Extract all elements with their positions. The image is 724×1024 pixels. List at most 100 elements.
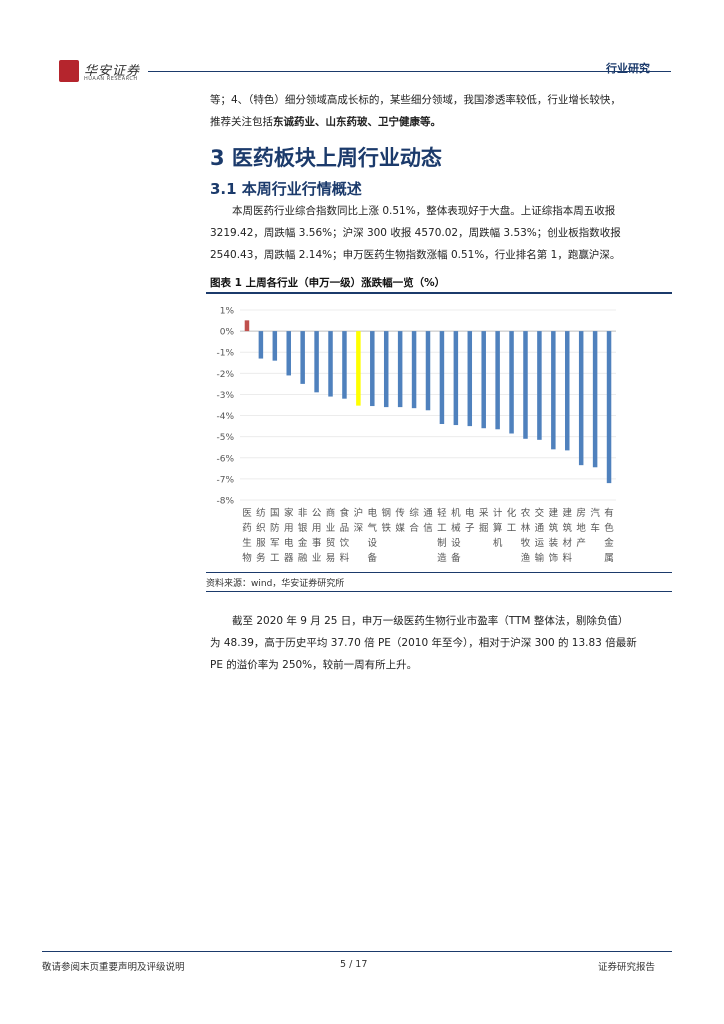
x-tick-label: 器 [284,553,294,564]
figure-source: 资料来源：wind，华安证券研究所 [206,579,345,589]
bar-建筑材料 [565,331,570,451]
x-tick-label: 色 [604,522,614,534]
chart-y-labels: 1% 0% -1% -2% -3% -4% -5% -6% -7% -8% [216,307,234,507]
x-tick-label: 业 [326,523,336,534]
bar-纺织服务 [258,331,264,359]
bar-建筑装饰 [551,331,556,450]
x-tick-label: 家 [284,507,294,519]
x-tick-label: 品 [340,523,350,534]
x-tick-label: 合 [409,522,419,534]
x-tick-label: 通 [535,523,545,534]
x-tick-label: 商 [326,507,336,519]
x-tick-label: 电 [368,507,378,519]
x-tick-label: 工 [270,553,280,564]
x-tick-label: 食 [340,507,350,519]
y-tick-label: -1% [216,349,234,359]
x-tick-label: 地 [576,522,586,534]
y-tick-label: -4% [216,412,234,422]
bar-轻工制造 [439,331,445,424]
x-tick-label: 汽 [590,507,600,519]
x-tick-label: 事 [312,537,322,549]
bar-采掘 [481,331,486,429]
logo-text: 华安证券 [84,64,141,79]
valuation-paragraph: 截至 2020 年 9 月 25 日，申万一级医药生物行业市盈率（TTM 整体法… [210,610,670,676]
x-tick-label: 媒 [395,522,405,534]
x-tick-label: 备 [368,552,378,564]
y-tick-label: -2% [216,370,234,380]
intro-line-2-text: 推荐关注包括 [210,116,273,128]
x-tick-label: 电 [284,537,294,549]
x-tick-label: 电 [465,507,475,519]
x-tick-label: 工 [507,523,517,534]
x-tick-label: 织 [256,522,266,534]
x-tick-label: 建 [563,507,573,519]
x-tick-label: 牧 [521,537,531,549]
x-tick-label: 军 [270,538,280,549]
x-tick-label: 生 [242,537,252,549]
x-tick-label: 易 [326,553,336,564]
bar-电气设备 [370,331,375,407]
x-tick-label: 输 [535,552,545,564]
bar-传媒 [397,331,403,408]
x-tick-label: 饮 [340,537,350,549]
bar-沪深 [356,331,361,406]
bar-机械设备 [453,331,459,426]
x-tick-label: 通 [423,508,433,519]
x-tick-label: 公 [312,508,322,519]
x-tick-label: 属 [604,553,614,564]
bar-商业贸易 [328,331,333,397]
x-tick-label: 金 [298,537,308,549]
x-tick-label: 深 [354,523,364,534]
x-tick-label: 银 [298,522,308,534]
bar-食品饮料 [342,331,347,399]
overview-line-1: 本周医药行业综合指数同比上涨 0.51%，整体表现好于大盘。上证综指本周五收报 [232,205,616,217]
footer-disclaimer: 敬请参阅末页重要声明及评级说明 [42,962,185,973]
x-tick-label: 农 [521,507,531,519]
x-tick-label: 机 [493,537,503,549]
x-tick-label: 产 [576,537,586,549]
bar-有色金属 [606,331,612,484]
x-tick-label: 造 [437,552,447,564]
x-tick-label: 采 [479,508,489,519]
x-tick-label: 工 [437,523,447,534]
bar-交通运输 [537,331,542,440]
x-tick-label: 钢 [381,507,391,519]
intro-line-1: 等；4、（特色）细分领域高成长标的，某些细分领域，我国渗透率较低，行业增长较快， [210,94,621,106]
x-tick-label: 沪 [354,507,364,519]
x-tick-label: 化 [507,507,517,519]
bar-计算机 [495,331,500,430]
x-tick-label: 运 [535,538,545,549]
x-tick-label: 传 [395,507,405,519]
section-label: 行业研究 [606,62,650,75]
x-tick-label: 房 [576,507,586,519]
y-tick-label: -3% [216,391,234,401]
x-tick-label: 筑 [563,522,573,534]
section-title: 3 医药板块上周行业动态 [210,146,442,170]
overview-line-2: 3219.42，周跌幅 3.56%；沪深 300 收报 4570.02，周跌幅 … [210,227,621,239]
x-tick-label: 林 [521,522,531,534]
x-tick-label: 纺 [256,507,266,519]
source-rule [206,591,672,592]
x-tick-label: 交 [535,507,545,519]
bar-家用电器 [286,331,291,376]
x-tick-label: 材 [563,537,573,549]
x-tick-label: 制 [437,537,447,549]
x-tick-label: 子 [465,523,475,534]
y-tick-label: -6% [216,454,234,464]
x-tick-label: 用 [312,523,322,534]
x-tick-label: 融 [298,553,308,564]
x-tick-label: 设 [451,538,461,549]
overview-paragraph: 本周医药行业综合指数同比上涨 0.51%，整体表现好于大盘。上证综指本周五收报 … [210,200,670,266]
x-tick-label: 筑 [549,522,559,534]
x-tick-label: 有 [604,507,614,519]
x-tick-label: 备 [451,552,461,564]
x-tick-label: 防 [270,522,280,534]
intro-highlight: 东诚药业、山东药玻、卫宁健康等。 [273,116,441,128]
x-tick-label: 综 [409,507,419,519]
figure-title: 图表 1 上周各行业（申万一级）涨跌幅一览（%） [210,277,446,289]
x-tick-label: 气 [368,522,378,534]
y-tick-label: -5% [216,433,234,443]
x-tick-label: 国 [270,508,280,519]
figure-bottom-rule [206,572,672,573]
